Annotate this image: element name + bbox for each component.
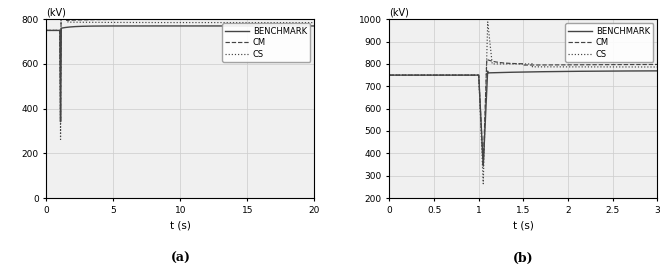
CM <box>311 18 319 21</box>
CM <box>241 18 249 21</box>
CM <box>580 63 588 66</box>
CS <box>479 182 487 185</box>
Text: (kV): (kV) <box>46 7 66 17</box>
BENCHMARK <box>632 69 640 73</box>
BENCHMARK <box>56 120 64 123</box>
CM <box>483 58 491 61</box>
CS <box>311 21 319 24</box>
BENCHMARK <box>580 70 588 73</box>
Text: (a): (a) <box>171 252 191 265</box>
CS <box>241 21 249 24</box>
BENCHMARK <box>385 73 393 77</box>
CM <box>56 38 64 42</box>
CM <box>139 18 147 21</box>
CS <box>201 21 209 24</box>
Line: BENCHMARK: BENCHMARK <box>46 26 315 122</box>
CS <box>56 138 64 141</box>
BENCHMARK <box>645 69 653 73</box>
CM <box>56 120 64 123</box>
BENCHMARK <box>500 71 508 74</box>
CS <box>256 21 264 24</box>
Line: CM: CM <box>389 59 657 166</box>
CM <box>498 61 506 64</box>
CM <box>212 18 220 21</box>
CM <box>42 29 50 32</box>
BENCHMARK <box>139 24 147 28</box>
BENCHMARK <box>513 70 521 74</box>
CM <box>479 164 487 168</box>
CS <box>56 40 64 43</box>
BENCHMARK <box>241 24 249 28</box>
X-axis label: t (s): t (s) <box>170 220 191 230</box>
CS <box>632 65 640 69</box>
BENCHMARK <box>201 24 209 28</box>
Line: BENCHMARK: BENCHMARK <box>389 71 657 166</box>
CM <box>256 18 264 21</box>
CS <box>580 65 588 68</box>
Line: CS: CS <box>389 22 657 184</box>
Line: CS: CS <box>46 0 315 139</box>
BENCHMARK <box>311 24 319 28</box>
CS <box>500 62 508 66</box>
CS <box>484 20 492 24</box>
CM <box>57 13 65 16</box>
Text: (b): (b) <box>513 252 534 265</box>
CM <box>645 63 653 66</box>
BENCHMARK <box>56 38 64 42</box>
Line: CM: CM <box>46 15 315 122</box>
BENCHMARK <box>256 24 264 28</box>
CS <box>645 65 653 69</box>
BENCHMARK <box>498 71 506 74</box>
Legend: BENCHMARK, CM, CS: BENCHMARK, CM, CS <box>222 23 310 62</box>
Text: (kV): (kV) <box>389 7 409 17</box>
CS <box>513 62 521 66</box>
CS <box>385 73 393 77</box>
CS <box>212 21 220 24</box>
CM <box>513 62 521 65</box>
CM <box>385 73 393 77</box>
BENCHMARK <box>479 164 487 168</box>
CS <box>653 65 661 69</box>
X-axis label: t (s): t (s) <box>513 220 534 230</box>
BENCHMARK <box>212 24 220 28</box>
BENCHMARK <box>42 29 50 32</box>
CM <box>201 18 209 21</box>
CS <box>42 29 50 32</box>
Legend: BENCHMARK, CM, CS: BENCHMARK, CM, CS <box>565 23 653 62</box>
BENCHMARK <box>653 69 661 73</box>
CM <box>653 63 661 66</box>
CM <box>632 63 640 66</box>
CM <box>500 61 508 65</box>
CS <box>139 21 147 24</box>
CS <box>498 62 506 66</box>
